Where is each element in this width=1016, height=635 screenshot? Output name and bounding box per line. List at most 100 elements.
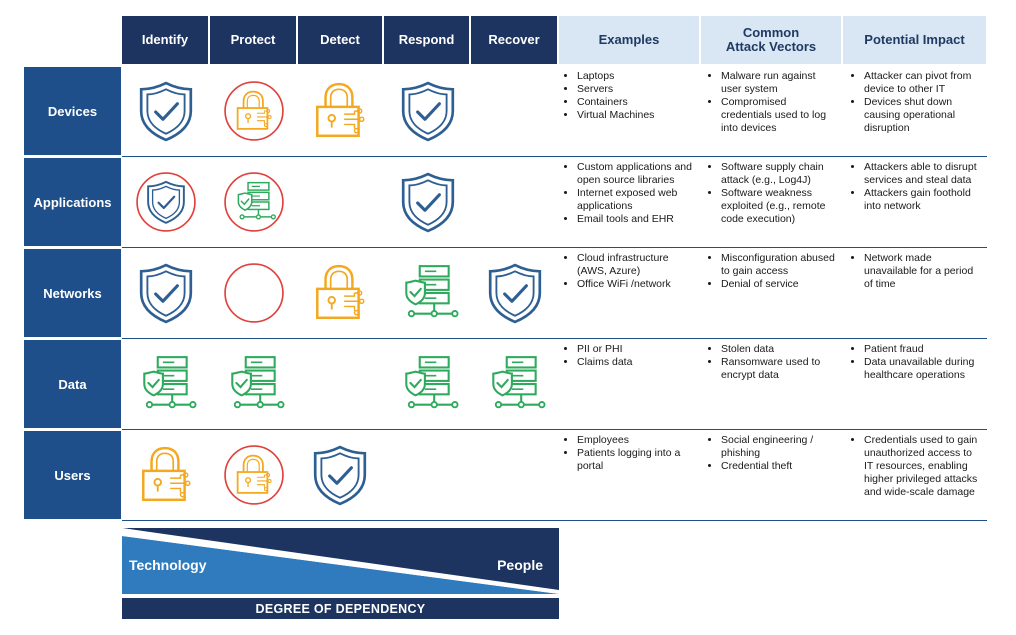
header-recover: Recover: [471, 16, 557, 64]
examples-users: Employees Patients logging into a portal: [563, 434, 695, 473]
shield-icon: [488, 263, 542, 324]
list-item: Custom applications and open source libr…: [577, 161, 695, 187]
header-detect: Detect: [298, 16, 382, 64]
list-item: Patient fraud: [864, 343, 982, 356]
server-icon: [224, 172, 284, 232]
examples-data: PII or PHI Claims data: [563, 343, 695, 369]
icon-cell: [210, 67, 298, 155]
header-protect: Protect: [210, 16, 296, 64]
impact-data: Patient fraud Data unavailable during he…: [850, 343, 982, 382]
row-divider: [122, 429, 987, 430]
header-identify: Identify: [122, 16, 208, 64]
lock-icon: [224, 445, 284, 505]
list-item: Internet exposed web applications: [577, 187, 695, 213]
row-label-devices: Devices: [24, 67, 121, 155]
list-item: Software weakness exploited (e.g., remot…: [721, 187, 837, 226]
list-item: Misconfiguration abused to gain access: [721, 252, 837, 278]
list-item: Servers: [577, 83, 695, 96]
list-item: Devices shut down causing operational di…: [864, 96, 982, 135]
icon-cell: [122, 158, 210, 246]
list-item: Attackers gain foothold into network: [864, 187, 982, 213]
row-divider: [122, 520, 987, 521]
header-examples: Examples: [559, 16, 699, 64]
list-item: Virtual Machines: [577, 109, 695, 122]
list-item: Patients logging into a portal: [577, 447, 695, 473]
server-icon: [492, 356, 546, 409]
list-item: Laptops: [577, 70, 695, 83]
impact-networks: Network made unavailable for a period of…: [850, 252, 982, 291]
row-divider: [122, 247, 987, 248]
server-icon: [405, 265, 459, 318]
icon-cell: [296, 67, 384, 155]
row-label-networks: Networks: [24, 249, 121, 337]
icon-cell: [122, 67, 210, 155]
people-label: People: [497, 557, 543, 573]
dependency-wedge: [122, 528, 559, 594]
icon-cell: [471, 340, 559, 428]
impact-users: Credentials used to gain unauthorized ac…: [850, 434, 984, 499]
vectors-networks: Misconfiguration abused to gain access D…: [707, 252, 837, 291]
header-potential-impact: Potential Impact: [843, 16, 986, 64]
list-item: Containers: [577, 96, 695, 109]
examples-devices: Laptops Servers Containers Virtual Machi…: [563, 70, 695, 122]
row-label-data: Data: [24, 340, 121, 428]
icon-cell: [122, 431, 210, 519]
list-item: Compromised credentials used to log into…: [721, 96, 837, 135]
header-attack-vectors: Common Attack Vectors: [701, 16, 841, 64]
icon-cell: [122, 249, 210, 337]
icon-cell: [210, 431, 298, 519]
list-item: Employees: [577, 434, 695, 447]
shield-icon: [313, 445, 367, 506]
vectors-users: Social engineering / phishing Credential…: [707, 434, 837, 473]
vectors-devices: Malware run against user system Compromi…: [707, 70, 837, 135]
list-item: Stolen data: [721, 343, 837, 356]
list-item: Software supply chain attack (e.g., Log4…: [721, 161, 837, 187]
wedge-divider: [122, 528, 559, 594]
shield-icon: [136, 172, 196, 232]
red-ring-icon: [224, 263, 284, 323]
icon-cell: [384, 340, 472, 428]
list-item: Claims data: [577, 356, 695, 369]
technology-label: Technology: [129, 557, 207, 573]
icon-cell: [210, 249, 298, 337]
shield-icon: [139, 263, 193, 324]
icon-cell: [210, 340, 298, 428]
row-divider: [122, 338, 987, 339]
list-item: Denial of service: [721, 278, 837, 291]
impact-applications: Attackers able to disrupt services and s…: [850, 161, 982, 213]
header-respond: Respond: [384, 16, 469, 64]
list-item: Credentials used to gain unauthorized ac…: [864, 434, 984, 499]
vectors-applications: Software supply chain attack (e.g., Log4…: [707, 161, 837, 226]
icon-cell: [384, 158, 472, 246]
shield-icon: [139, 81, 193, 142]
icon-cell: [471, 249, 559, 337]
icon-cell: [384, 249, 472, 337]
lock-icon: [316, 264, 365, 320]
icon-cell: [296, 431, 384, 519]
server-icon: [143, 356, 197, 409]
lock-icon: [142, 446, 191, 502]
list-item: Social engineering / phishing: [721, 434, 837, 460]
icon-cell: [122, 340, 210, 428]
list-item: Office WiFi /network: [577, 278, 695, 291]
server-icon: [405, 356, 459, 409]
examples-networks: Cloud infrastructure (AWS, Azure) Office…: [563, 252, 695, 291]
list-item: Ransomware used to encrypt data: [721, 356, 837, 382]
list-item: Attackers able to disrupt services and s…: [864, 161, 982, 187]
list-item: Data unavailable during healthcare opera…: [864, 356, 982, 382]
shield-icon: [401, 81, 455, 142]
row-label-applications: Applications: [24, 158, 121, 246]
list-item: PII or PHI: [577, 343, 695, 356]
list-item: Malware run against user system: [721, 70, 837, 96]
icon-cell: [210, 158, 298, 246]
dependency-banner: Technology People: [122, 528, 559, 594]
list-item: Network made unavailable for a period of…: [864, 252, 982, 291]
degree-of-dependency-label: DEGREE OF DEPENDENCY: [122, 598, 559, 619]
row-divider: [122, 156, 987, 157]
list-item: Attacker can pivot from device to other …: [864, 70, 982, 96]
examples-applications: Custom applications and open source libr…: [563, 161, 695, 226]
icon-cell: [296, 249, 384, 337]
row-label-users: Users: [24, 431, 121, 519]
shield-icon: [401, 172, 455, 233]
list-item: Cloud infrastructure (AWS, Azure): [577, 252, 695, 278]
